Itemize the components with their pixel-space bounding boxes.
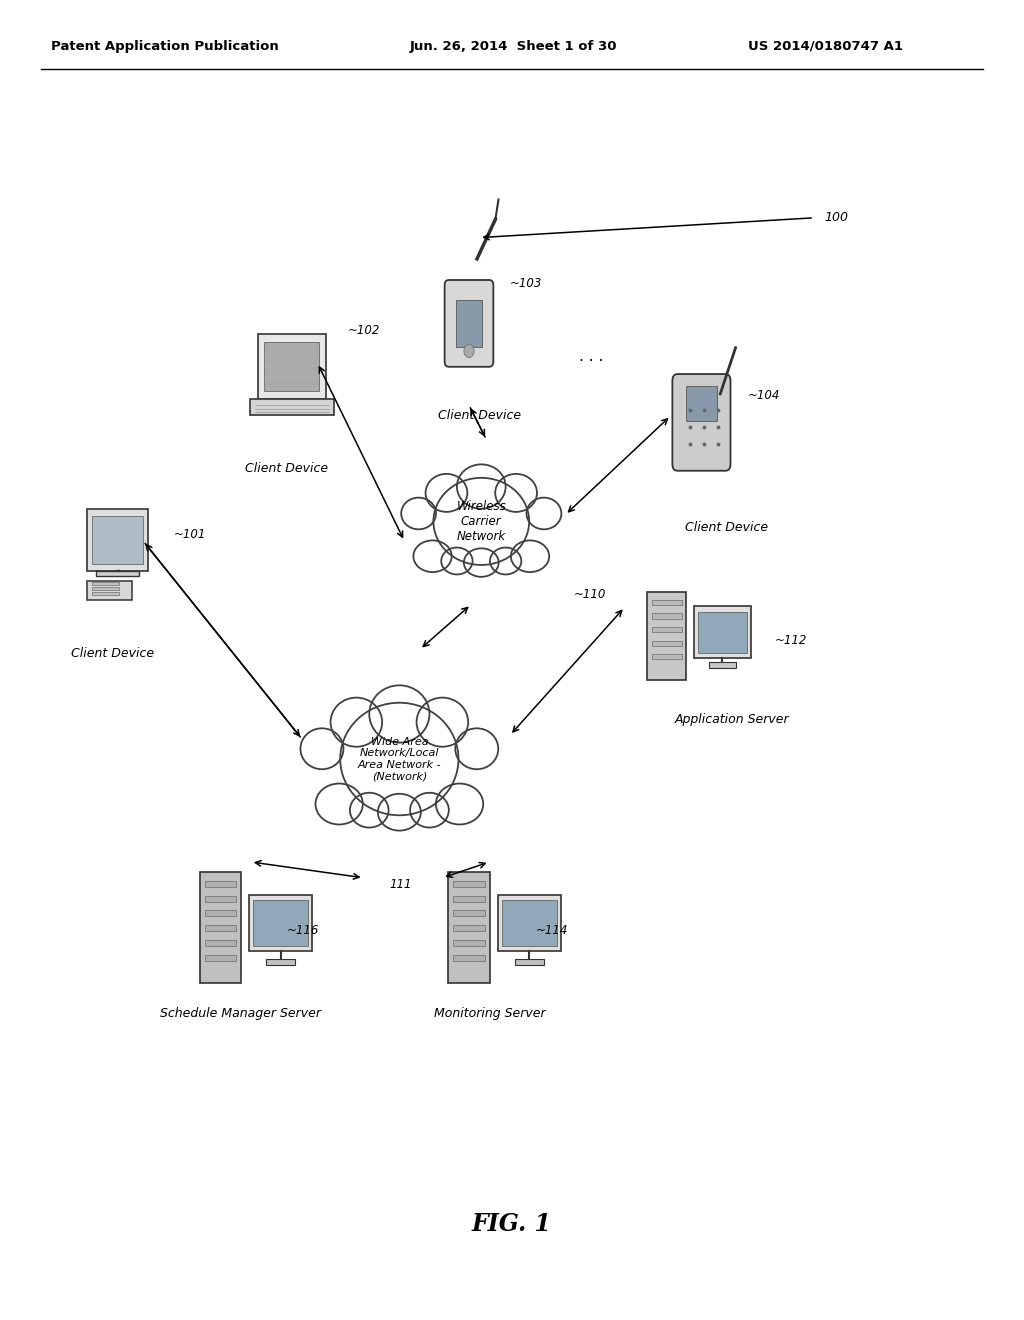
FancyBboxPatch shape (651, 614, 682, 619)
FancyBboxPatch shape (205, 925, 236, 932)
Text: FIG. 1: FIG. 1 (472, 1212, 552, 1236)
Ellipse shape (496, 474, 537, 512)
Ellipse shape (511, 540, 549, 572)
Text: ~112: ~112 (775, 634, 808, 647)
Text: Jun. 26, 2014  Sheet 1 of 30: Jun. 26, 2014 Sheet 1 of 30 (410, 40, 617, 53)
FancyBboxPatch shape (651, 601, 682, 606)
Text: US 2014/0180747 A1: US 2014/0180747 A1 (748, 40, 902, 53)
FancyBboxPatch shape (673, 374, 730, 471)
FancyBboxPatch shape (454, 956, 484, 961)
Ellipse shape (340, 702, 459, 816)
FancyBboxPatch shape (454, 940, 484, 946)
FancyBboxPatch shape (686, 385, 717, 421)
FancyBboxPatch shape (250, 399, 334, 414)
Text: Client Device: Client Device (437, 409, 521, 422)
FancyBboxPatch shape (205, 880, 236, 887)
Text: 111: 111 (389, 878, 412, 891)
FancyBboxPatch shape (92, 587, 119, 590)
FancyBboxPatch shape (454, 925, 484, 932)
Ellipse shape (370, 685, 429, 743)
FancyBboxPatch shape (444, 280, 494, 367)
FancyBboxPatch shape (205, 956, 236, 961)
Text: 100: 100 (824, 211, 848, 224)
Text: Patent Application Publication: Patent Application Publication (51, 40, 279, 53)
Text: Client Device: Client Device (71, 647, 155, 660)
Ellipse shape (401, 498, 436, 529)
FancyBboxPatch shape (651, 655, 682, 660)
Ellipse shape (489, 548, 521, 574)
Text: Wide Area
Network/Local
Area Network -
(Network): Wide Area Network/Local Area Network - (… (357, 737, 441, 781)
FancyBboxPatch shape (449, 871, 489, 983)
Text: ~101: ~101 (174, 528, 207, 541)
Text: ~110: ~110 (573, 587, 606, 601)
FancyBboxPatch shape (651, 640, 682, 645)
FancyBboxPatch shape (249, 895, 312, 950)
Ellipse shape (456, 729, 499, 770)
Text: Application Server: Application Server (675, 713, 790, 726)
FancyBboxPatch shape (205, 940, 236, 946)
Ellipse shape (457, 465, 506, 508)
Ellipse shape (350, 793, 389, 828)
Ellipse shape (436, 784, 483, 825)
Ellipse shape (410, 793, 449, 828)
FancyBboxPatch shape (698, 611, 746, 653)
Ellipse shape (315, 784, 362, 825)
FancyBboxPatch shape (200, 871, 241, 983)
FancyBboxPatch shape (647, 591, 686, 680)
Text: ~103: ~103 (510, 277, 543, 290)
FancyBboxPatch shape (651, 627, 682, 632)
Text: ~114: ~114 (536, 924, 568, 937)
FancyBboxPatch shape (205, 911, 236, 916)
FancyBboxPatch shape (710, 663, 735, 668)
Circle shape (464, 345, 474, 358)
Text: . . .: . . . (579, 348, 603, 364)
FancyBboxPatch shape (456, 300, 482, 347)
Ellipse shape (417, 697, 468, 747)
Text: Client Device: Client Device (245, 462, 329, 475)
Ellipse shape (331, 697, 382, 747)
Ellipse shape (426, 474, 467, 512)
Text: Monitoring Server: Monitoring Server (433, 1007, 546, 1020)
FancyBboxPatch shape (266, 958, 295, 965)
Text: ~116: ~116 (287, 924, 319, 937)
FancyBboxPatch shape (694, 606, 751, 659)
FancyBboxPatch shape (92, 582, 119, 585)
FancyBboxPatch shape (454, 911, 484, 916)
FancyBboxPatch shape (258, 334, 326, 399)
FancyBboxPatch shape (92, 593, 119, 595)
Ellipse shape (414, 540, 452, 572)
FancyBboxPatch shape (205, 895, 236, 902)
FancyBboxPatch shape (502, 900, 557, 945)
Text: Schedule Manager Server: Schedule Manager Server (160, 1007, 322, 1020)
FancyBboxPatch shape (253, 900, 308, 945)
Text: Wireless
Carrier
Network: Wireless Carrier Network (457, 500, 506, 543)
Ellipse shape (464, 548, 499, 577)
FancyBboxPatch shape (515, 958, 544, 965)
Ellipse shape (526, 498, 561, 529)
FancyBboxPatch shape (498, 895, 561, 950)
Text: Client Device: Client Device (685, 521, 769, 535)
FancyBboxPatch shape (454, 880, 484, 887)
Text: ~102: ~102 (348, 323, 381, 337)
FancyBboxPatch shape (87, 581, 132, 601)
Ellipse shape (433, 478, 529, 565)
Ellipse shape (300, 729, 343, 770)
Ellipse shape (378, 793, 421, 830)
FancyBboxPatch shape (96, 572, 139, 576)
FancyBboxPatch shape (92, 516, 143, 564)
Ellipse shape (441, 548, 472, 574)
FancyBboxPatch shape (454, 895, 484, 902)
Text: ~104: ~104 (748, 389, 780, 403)
FancyBboxPatch shape (264, 342, 319, 391)
FancyBboxPatch shape (87, 510, 148, 570)
